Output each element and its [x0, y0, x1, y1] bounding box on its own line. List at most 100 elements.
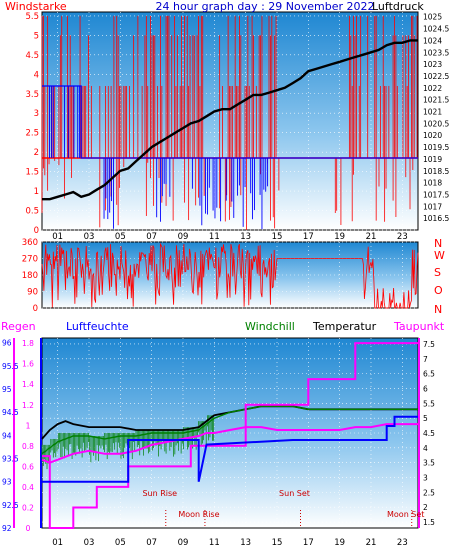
- event-label: Moon Set: [387, 510, 424, 519]
- regen-line: [42, 342, 418, 529]
- hour-tick-label: 23: [397, 538, 408, 548]
- temp-tick-label: 4: [423, 444, 428, 453]
- pressure-tick-label: 1018.5: [423, 167, 449, 176]
- compass-label: N: [434, 303, 442, 316]
- compass-label: O: [434, 284, 443, 297]
- temp-tick-label: 5: [423, 414, 428, 423]
- hour-tick-label: 03: [84, 538, 95, 548]
- temp-tick-label: 5.5: [423, 399, 435, 408]
- compass-label: W: [434, 249, 445, 262]
- legend-luftfeuchte: Luftfeuchte: [66, 320, 129, 333]
- pressure-axis-label: Luftdruck: [372, 0, 424, 13]
- pressure-tick-label: 1019: [423, 155, 442, 164]
- pressure-tick-label: 1021.5: [423, 96, 449, 105]
- feuchte-tick-label: 92.5: [2, 501, 19, 510]
- wind-tick-label: 4: [34, 70, 39, 80]
- hour-tick-label: 07: [146, 538, 157, 548]
- temp-tick-label: 3.5: [423, 459, 435, 468]
- hour-tick-label: 21: [366, 232, 377, 242]
- wind-direction-line: [41, 242, 419, 309]
- hour-tick-label: 15: [272, 538, 283, 548]
- compass-label: S: [434, 266, 441, 279]
- hour-tick-label: 11: [209, 232, 220, 242]
- luftfeuchte-line: [42, 415, 418, 483]
- feuchte-tick-label: 94: [2, 431, 12, 440]
- feuchte-tick-label: 93: [2, 478, 12, 487]
- regen-tick-label: 0.4: [22, 483, 34, 492]
- hour-tick-label: 13: [240, 232, 251, 242]
- hour-tick-label: 07: [146, 232, 157, 242]
- feuchte-tick-label: 92: [2, 524, 12, 533]
- hour-tick-label: 15: [272, 232, 283, 242]
- wind-tick-label: 2.5: [25, 129, 39, 139]
- wind-axis-label: Windstarke: [5, 0, 67, 13]
- hour-tick-label: 19: [334, 538, 345, 548]
- hour-tick-label: 01: [52, 232, 63, 242]
- hour-tick-label: 05: [115, 538, 126, 548]
- pressure-tick-label: 1021: [423, 108, 442, 117]
- pressure-tick-label: 1023: [423, 60, 442, 69]
- pressure-tick-label: 1024: [423, 36, 442, 45]
- feuchte-tick-label: 95: [2, 385, 12, 394]
- regen-tick-label: 1: [26, 421, 31, 430]
- pressure-tick-label: 1017: [423, 202, 442, 211]
- wind-tick-label: 4.5: [25, 51, 39, 61]
- temp-tick-label: 7: [423, 355, 428, 364]
- event-label: Moon Rise: [178, 510, 219, 519]
- pressure-tick-label: 1017.5: [423, 190, 449, 199]
- taupunkt-line: [41, 423, 418, 464]
- wind-tick-label: 5.5: [25, 12, 39, 22]
- pressure-tick-label: 1019.5: [423, 143, 449, 152]
- regen-tick-label: 1.8: [22, 339, 34, 348]
- wind-tick-label: 0.5: [25, 207, 39, 217]
- legend-windchill: Windchill: [245, 320, 295, 333]
- feuchte-tick-label: 93.5: [2, 454, 19, 463]
- pressure-tick-label: 1022: [423, 84, 442, 93]
- wind-tick-label: 5: [34, 31, 39, 41]
- event-label: Sun Rise: [142, 489, 177, 498]
- feuchte-tick-label: 94.5: [2, 408, 19, 417]
- pressure-tick-label: 1025: [423, 13, 442, 22]
- legend-taupunkt: Taupunkt: [393, 320, 445, 333]
- direction-tick-label: 360: [22, 238, 38, 248]
- pressure-line: [42, 39, 418, 201]
- pressure-tick-label: 1016.5: [423, 214, 449, 223]
- pressure-tick-label: 1023.5: [423, 48, 449, 57]
- temp-tick-label: 7.5: [423, 340, 435, 349]
- regen-tick-label: 1.6: [22, 360, 34, 369]
- hour-tick-label: 23: [397, 232, 408, 242]
- wind-pressure-panel: [41, 11, 419, 231]
- regen-tick-label: 1.2: [22, 401, 34, 410]
- hour-tick-label: 11: [209, 538, 220, 548]
- chart-title: 24 hour graph day : 29 November 2022: [155, 0, 374, 13]
- regen-tick-label: 0.6: [22, 462, 34, 471]
- feuchte-tick-label: 95.5: [2, 362, 19, 371]
- regen-tick-label: 1.4: [22, 380, 34, 389]
- wind-tick-label: 0: [34, 226, 39, 236]
- event-label: Sun Set: [279, 489, 310, 498]
- hour-tick-label: 09: [178, 538, 189, 548]
- hour-tick-label: 17: [303, 232, 314, 242]
- compass-label: N: [434, 237, 442, 250]
- pressure-tick-label: 1020: [423, 131, 442, 140]
- hour-tick-label: 21: [366, 538, 377, 548]
- regen-tick-label: 0.2: [22, 503, 34, 512]
- wind-mean-line: [42, 85, 418, 159]
- regen-tick-label: 0: [26, 524, 31, 533]
- pressure-tick-label: 1024.5: [423, 25, 449, 34]
- wind-tick-label: 1: [34, 187, 39, 197]
- temp-tick-label: 6.5: [423, 370, 435, 379]
- legend-temperatur: Temperatur: [312, 320, 377, 333]
- direction-tick-label: 0: [33, 304, 38, 314]
- hour-tick-label: 19: [334, 232, 345, 242]
- direction-tick-label: 90: [27, 288, 38, 298]
- pressure-tick-label: 1022.5: [423, 72, 449, 81]
- wind-tick-label: 3: [34, 109, 39, 119]
- temp-tick-label: 2: [423, 503, 428, 512]
- hour-tick-label: 09: [178, 232, 189, 242]
- regen-tick-label: 0.8: [22, 442, 34, 451]
- hour-tick-label: 13: [240, 538, 251, 548]
- pressure-tick-label: 1018: [423, 179, 442, 188]
